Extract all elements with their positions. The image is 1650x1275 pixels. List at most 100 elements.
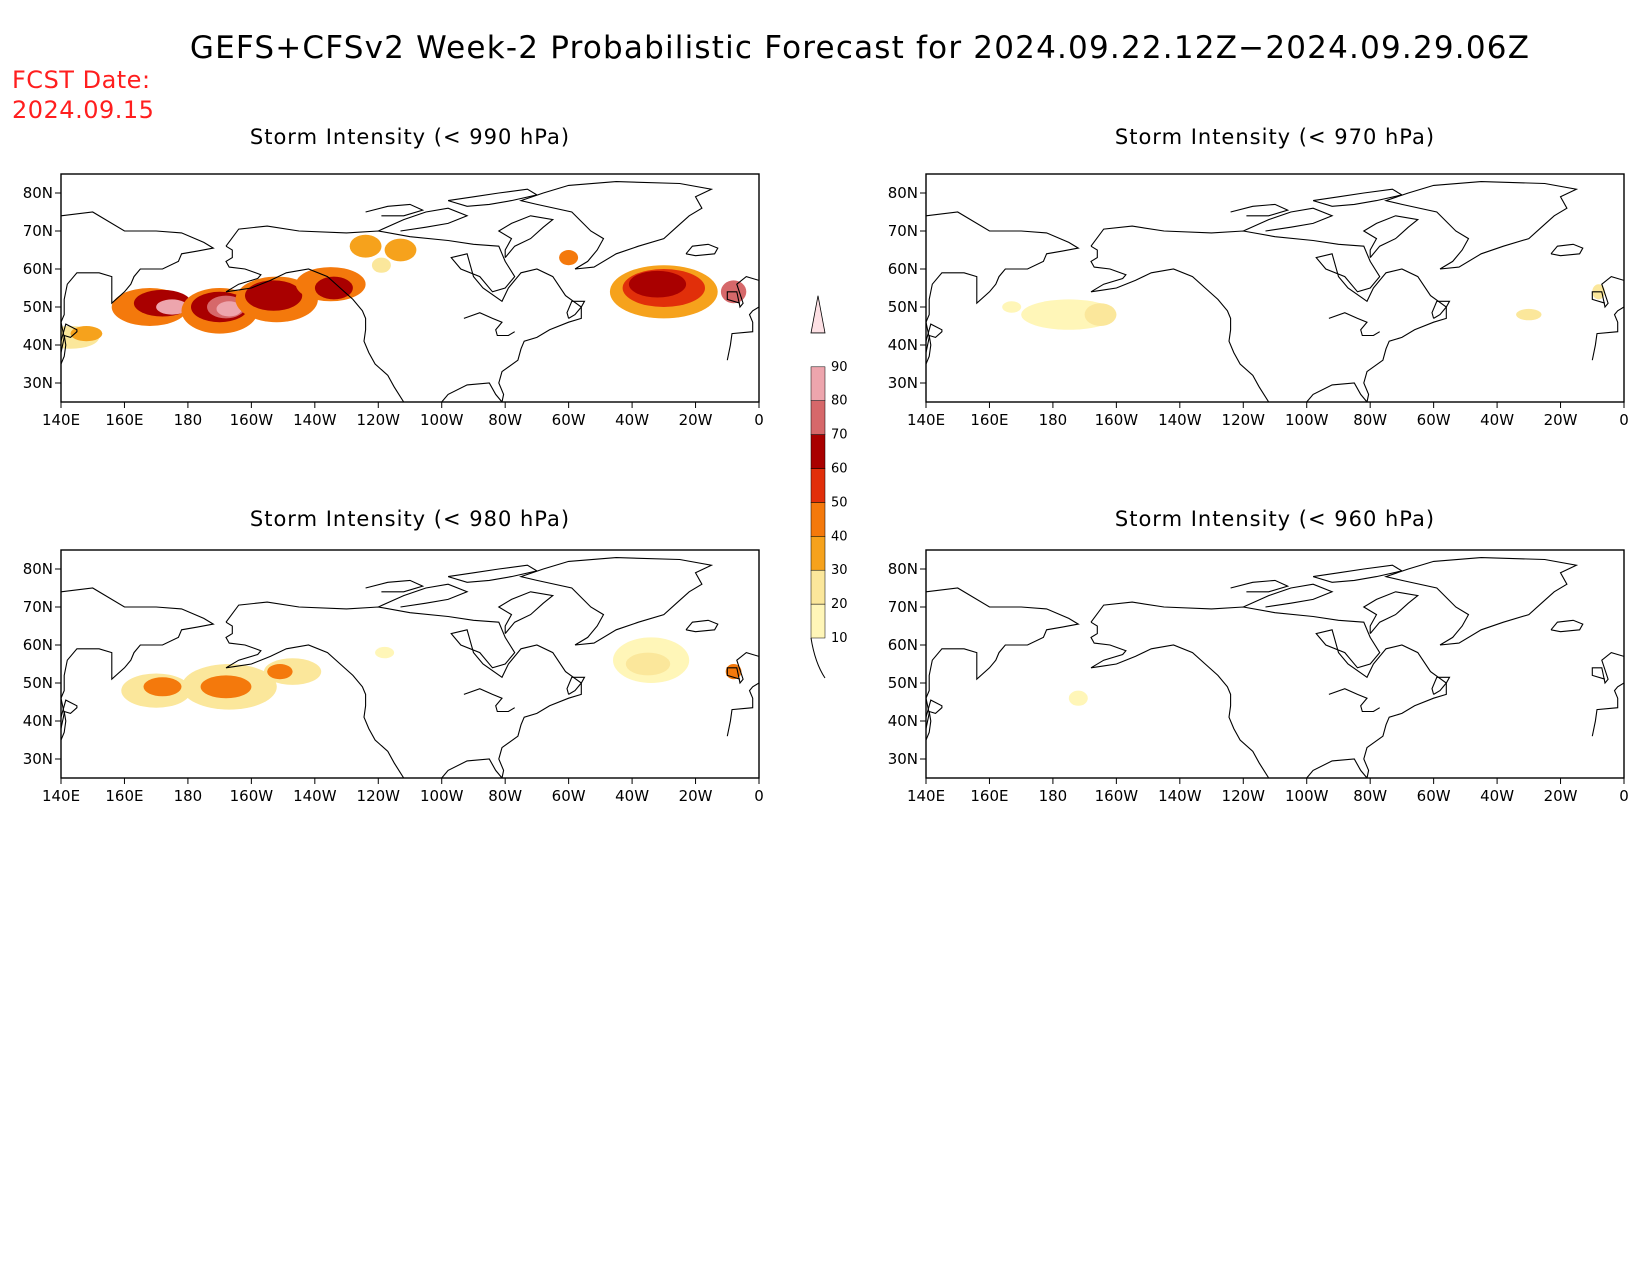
coastline-japan xyxy=(61,323,78,365)
lon-tick-label: 140W xyxy=(293,787,337,805)
lon-tick-label: 160E xyxy=(105,787,143,805)
lat-tick-label: 70N xyxy=(23,598,53,616)
lon-tick-label: 180 xyxy=(174,411,203,429)
colorbar-label: 30 xyxy=(831,563,848,578)
coastline-greatlakes xyxy=(463,688,515,713)
coastline-archipelago1 xyxy=(378,583,469,608)
map-frame xyxy=(925,173,1625,403)
lon-tick-label: 80W xyxy=(1353,787,1387,805)
colorbar-label: 60 xyxy=(831,462,848,477)
coastlines xyxy=(926,557,1624,778)
lon-tick-label: 0 xyxy=(754,787,764,805)
coastline-northAmerica xyxy=(225,601,582,778)
colorbar-label: 50 xyxy=(831,495,848,510)
lon-tick-label: 80W xyxy=(488,787,522,805)
coastlines xyxy=(61,181,759,402)
coastline-iceland xyxy=(685,619,719,633)
lon-tick-label: 160E xyxy=(970,411,1008,429)
panels-layer: 140E 160E 180 160W 140W 120W 100W 80W 60W 40W 20W 0… xyxy=(23,173,1629,805)
coastline-newfoundland xyxy=(1431,300,1451,319)
lon-tick-label: 120W xyxy=(357,411,401,429)
coastline-archipelago3 xyxy=(365,203,425,217)
coastline-newfoundland xyxy=(1431,676,1451,695)
lat-tick-label: 70N xyxy=(23,222,53,240)
colorbar-swatch xyxy=(810,468,826,503)
coastline-baffin xyxy=(497,591,555,634)
panel-title-970: Storm Intensity (< 970 hPa) xyxy=(1114,125,1436,149)
coastline-westCoast xyxy=(1090,245,1270,402)
coastline-iceland xyxy=(1550,619,1584,633)
probability-region xyxy=(156,299,188,315)
coastline-northAmerica xyxy=(1090,225,1447,402)
map-panel-p960: 140E 160E 180 160W 140W 120W 100W 80W 60W 40W 20W 0… xyxy=(888,549,1629,805)
lon-tick-label: 20W xyxy=(1544,787,1578,805)
colorbar-swatch xyxy=(810,536,826,571)
coastline-archipelago2 xyxy=(1312,564,1404,583)
lon-tick-label: 80W xyxy=(1353,411,1387,429)
probability-region xyxy=(375,646,395,659)
coastline-greenland xyxy=(519,557,714,646)
lon-tick-label: 100W xyxy=(420,411,464,429)
colorbar-swatch xyxy=(810,569,826,605)
coastline-greatlakes xyxy=(463,312,515,337)
lon-tick-label: 160W xyxy=(1095,411,1139,429)
lat-tick-label: 40N xyxy=(888,336,918,354)
lat-tick-label: 30N xyxy=(23,374,53,392)
coastline-asia xyxy=(926,587,1080,729)
coastline-archipelago3 xyxy=(365,579,425,593)
coastline-greatlakes xyxy=(1328,688,1380,713)
lat-tick-label: 30N xyxy=(888,374,918,392)
probability-region xyxy=(1084,303,1117,326)
lat-tick-label: 80N xyxy=(23,184,53,202)
lon-tick-label: 140E xyxy=(907,787,945,805)
forecast-date-value: 2024.09.15 xyxy=(12,96,155,124)
lon-tick-label: 140W xyxy=(293,411,337,429)
lon-tick-label: 0 xyxy=(1619,787,1629,805)
coastline-japan xyxy=(61,699,78,741)
probability-region xyxy=(628,270,687,298)
colorbar-swatch xyxy=(810,434,826,469)
coastline-archipelago1 xyxy=(378,207,469,232)
coastline-newfoundland xyxy=(566,676,586,695)
coastline-baffin xyxy=(1362,215,1420,258)
probability-shading xyxy=(121,637,742,710)
coastline-asia xyxy=(61,211,215,353)
lon-tick-label: 140E xyxy=(42,411,80,429)
panel-title-990: Storm Intensity (< 990 hPa) xyxy=(249,125,571,149)
map-frame xyxy=(925,549,1625,779)
coastline-westCoast xyxy=(225,245,405,402)
lon-tick-label: 180 xyxy=(1039,411,1068,429)
coastline-archipelago2 xyxy=(447,188,539,207)
colorbar-tail xyxy=(810,637,826,679)
lon-tick-label: 60W xyxy=(552,411,586,429)
coastline-asia xyxy=(926,211,1080,353)
lon-tick-label: 140E xyxy=(907,411,945,429)
coastline-baffin xyxy=(1362,591,1420,634)
probability-region xyxy=(371,257,391,273)
lat-tick-label: 60N xyxy=(23,260,53,278)
lon-tick-label: 60W xyxy=(1417,411,1451,429)
probability-region xyxy=(559,250,579,266)
lon-tick-label: 140E xyxy=(42,787,80,805)
lon-tick-label: 100W xyxy=(1285,411,1329,429)
colorbar-label: 40 xyxy=(831,529,848,544)
coastline-archipelago1 xyxy=(1243,583,1334,608)
lon-tick-label: 140W xyxy=(1158,411,1202,429)
colorbar-label: 80 xyxy=(831,394,848,409)
lat-tick-label: 80N xyxy=(888,184,918,202)
map-panel-p990: 140E 160E 180 160W 140W 120W 100W 80W 60W 40W 20W 0… xyxy=(23,173,764,429)
probability-region xyxy=(143,677,182,697)
panel-title-960: Storm Intensity (< 960 hPa) xyxy=(1114,507,1436,531)
lon-tick-label: 120W xyxy=(357,787,401,805)
colorbar-label: 20 xyxy=(831,597,848,612)
colorbar-swatch xyxy=(810,502,826,537)
coastline-greatlakes xyxy=(1328,312,1380,337)
coastline-asia xyxy=(61,587,215,729)
lon-tick-label: 60W xyxy=(552,787,586,805)
probability-region xyxy=(384,238,417,262)
coastline-europe xyxy=(1591,275,1624,361)
lon-tick-label: 160W xyxy=(230,787,274,805)
probability-region xyxy=(625,652,671,676)
coastline-iceland xyxy=(1550,243,1584,257)
